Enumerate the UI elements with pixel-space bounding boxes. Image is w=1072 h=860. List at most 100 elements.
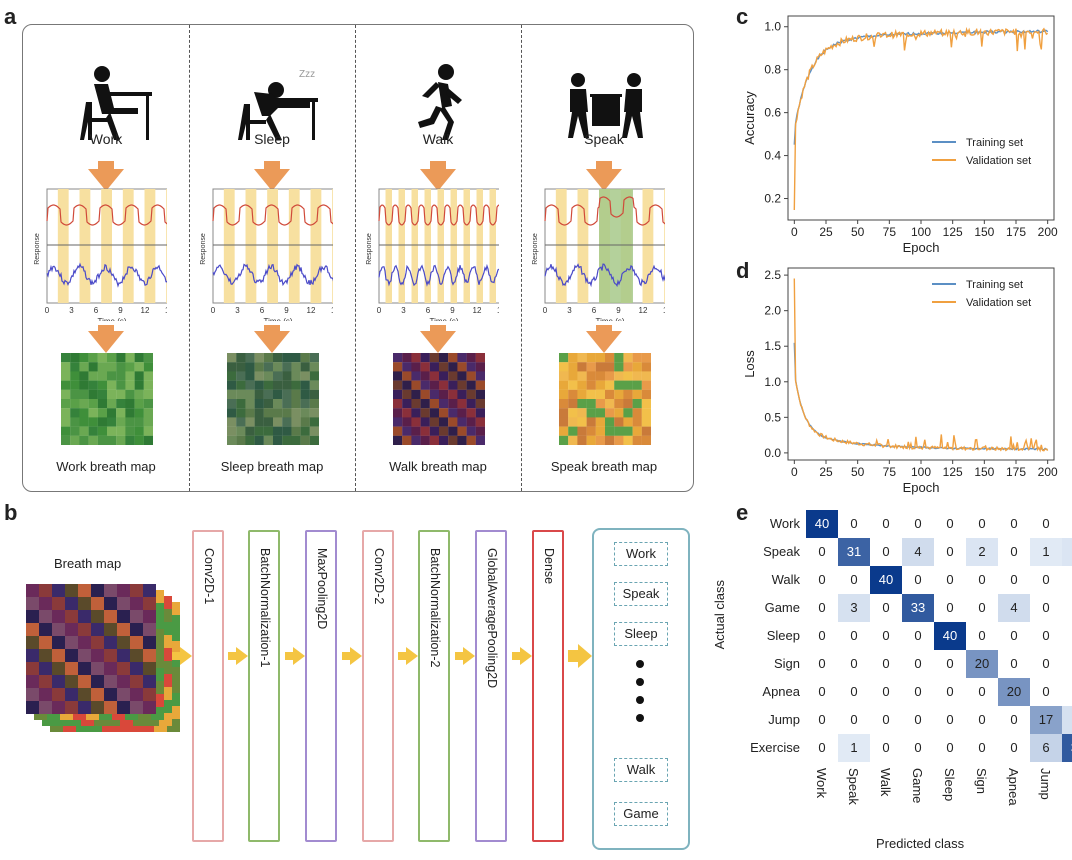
arrow <box>180 647 192 665</box>
network-layer-label: BatchNormalization-1 <box>258 548 272 668</box>
arrow <box>430 161 446 169</box>
arrow <box>254 331 290 353</box>
arrow <box>406 647 418 665</box>
activity-column-work: Work Response 0 3 6 9 12 15 Time (s) Work breath… <box>23 25 189 491</box>
divider <box>521 25 522 491</box>
arrow <box>578 644 592 668</box>
output-classes-box: Work Speak Sleep Walk Game <box>592 528 690 850</box>
confusion-cell: 0 <box>806 566 838 594</box>
confusion-cell: 0 <box>934 566 966 594</box>
breath-map-layer <box>26 584 156 714</box>
signal-xlabel: Time (s) <box>97 317 126 321</box>
confusion-cell: 0 <box>966 706 998 734</box>
breath-signal-plot: Response 0 3 6 9 12 15 Time (s) <box>366 188 499 321</box>
confusion-cell: 0 <box>934 538 966 566</box>
confusion-cell: 0 <box>934 510 966 538</box>
arrow <box>254 169 290 191</box>
x-tick-label: 175 <box>1006 225 1026 239</box>
confusion-col-label: Exercise <box>1070 768 1072 818</box>
network-layer: Conv2D-1 <box>192 530 224 842</box>
confusion-cell: 40 <box>870 566 902 594</box>
y-tick-label: 2.5 <box>764 268 781 282</box>
panel-b-label: b <box>4 500 18 525</box>
confusion-cell: 31 <box>838 538 870 566</box>
y-tick-label: 0.2 <box>764 192 781 206</box>
legend-label: Training set <box>966 279 1023 291</box>
plot-frame <box>787 15 1055 221</box>
x-tick-label: 100 <box>911 225 931 239</box>
confusion-cell: 0 <box>1062 510 1072 538</box>
confusion-row-label: Walk <box>771 572 800 587</box>
arrow <box>596 325 612 333</box>
confusion-row-label: Jump <box>768 712 800 727</box>
confusion-cell: 40 <box>934 622 966 650</box>
network-layer-label: MaxPooling2D <box>315 548 329 630</box>
signal-tick: 15 <box>165 306 167 315</box>
activity-label: Sleep <box>254 131 290 147</box>
confusion-row-label: Work <box>769 516 800 531</box>
confusion-cell: 0 <box>902 622 934 650</box>
signal-tick: 3 <box>567 306 572 315</box>
confusion-cell: 0 <box>934 678 966 706</box>
signal-tick: 3 <box>235 306 240 315</box>
panel-c-label: c <box>736 4 749 29</box>
signal-tick: 9 <box>616 306 621 315</box>
confusion-cell: 0 <box>838 650 870 678</box>
confusion-cell: 0 <box>966 566 998 594</box>
signal-tick: 12 <box>141 306 150 315</box>
arrow <box>236 647 248 665</box>
breath-map-caption: Speak breath map <box>550 459 658 474</box>
loss-chart: 0 25 50 75 100 125 150 175 200 0.0 0.5 1.0 1.5 2.0 2.5… <box>742 267 1058 495</box>
confusion-cell: 2 <box>1062 538 1072 566</box>
signal-tick: 9 <box>284 306 289 315</box>
confusion-cell: 0 <box>998 734 1030 762</box>
confusion-cell: 0 <box>998 650 1030 678</box>
signal-tick: 15 <box>497 306 499 315</box>
ellipsis-dot <box>636 660 644 668</box>
confusion-cell: 0 <box>998 510 1030 538</box>
breath-map-caption: Walk breath map <box>389 459 487 474</box>
series-line-validation-set <box>793 278 1049 453</box>
confusion-cell: 0 <box>1062 622 1072 650</box>
confusion-cell: 0 <box>838 566 870 594</box>
x-axis-label: Epoch <box>903 480 940 495</box>
network-layer: Conv2D-2 <box>362 530 394 842</box>
series-line-validation-set <box>793 26 1049 211</box>
arrow <box>350 647 362 665</box>
confusion-cell: 4 <box>902 538 934 566</box>
activity-label: Speak <box>584 131 624 147</box>
confusion-cell: 0 <box>998 566 1030 594</box>
confusion-cell: 0 <box>806 622 838 650</box>
confusion-cell: 3 <box>1062 706 1072 734</box>
y-tick-label: 1.0 <box>764 20 781 34</box>
confusion-cell: 0 <box>870 622 902 650</box>
confusion-row-label: Speak <box>763 544 800 559</box>
speak-people-icon <box>568 73 643 138</box>
arrow <box>98 325 114 333</box>
network-layer: BatchNormalization-1 <box>248 530 280 842</box>
signal-tick: 12 <box>473 306 482 315</box>
legend-label: Validation set <box>966 297 1031 309</box>
confusion-cell: 0 <box>1030 650 1062 678</box>
y-tick-label: 0.8 <box>764 63 781 77</box>
confusion-cell: 0 <box>806 538 838 566</box>
network-layer-label: BatchNormalization-2 <box>428 548 442 668</box>
arrow <box>398 652 406 660</box>
x-tick-label: 25 <box>819 465 833 479</box>
x-axis-label: Epoch <box>903 240 940 255</box>
breath-map-caption: Sleep breath map <box>220 459 324 474</box>
arrow <box>586 169 622 191</box>
arrow <box>586 331 622 353</box>
x-tick-label: 50 <box>851 225 865 239</box>
confusion-cell: 0 <box>870 594 902 622</box>
confusion-ylabel: Actual class <box>712 580 727 650</box>
arrow <box>264 161 280 169</box>
confusion-cell: 0 <box>870 678 902 706</box>
confusion-cell: 0 <box>902 510 934 538</box>
confusion-col-label: Apnea <box>1006 768 1021 806</box>
confusion-cell: 0 <box>870 650 902 678</box>
confusion-cell: 6 <box>1030 734 1062 762</box>
y-axis-label: Loss <box>742 350 757 378</box>
confusion-cell: 0 <box>806 650 838 678</box>
arrow <box>285 652 293 660</box>
